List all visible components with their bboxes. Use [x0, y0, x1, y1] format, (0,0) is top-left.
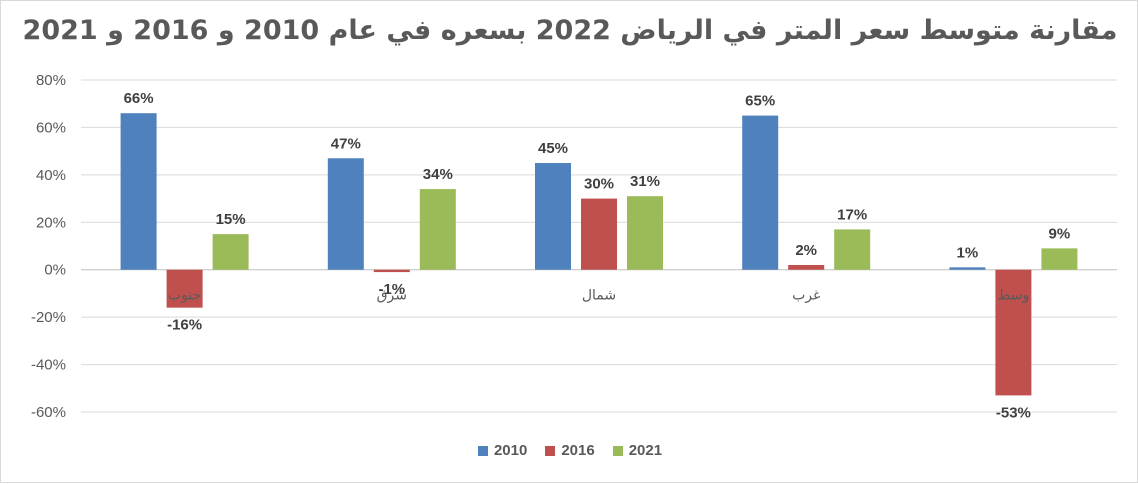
bar-2021-1 — [419, 189, 456, 270]
bar-2016-0 — [166, 269, 203, 308]
legend-label: 2016 — [561, 442, 595, 459]
data-label: 65% — [745, 93, 775, 110]
chart-legend: 2010 2016 2021 — [1, 442, 1138, 459]
bar-2021-3 — [834, 229, 871, 270]
data-label: 1% — [957, 244, 979, 261]
y-tick-label: 40% — [36, 167, 66, 184]
y-tick-label: 60% — [36, 119, 66, 136]
data-label: 34% — [423, 166, 453, 183]
category-label: جنوب — [168, 288, 201, 304]
bar-2021-4 — [1041, 248, 1078, 270]
data-label: 47% — [331, 135, 361, 152]
y-tick-label: 20% — [36, 214, 66, 231]
chart-title: مقارنة متوسط سعر المتر في الرياض 2022 بس… — [22, 15, 1118, 46]
y-tick-label: -40% — [31, 357, 66, 374]
bar-2016-4 — [995, 269, 1032, 396]
category-label: غرب — [792, 288, 820, 304]
legend-item-2016: 2016 — [545, 442, 595, 459]
bar-2010-2 — [535, 163, 571, 270]
legend-label: 2021 — [628, 442, 663, 459]
data-label: 45% — [538, 140, 568, 157]
y-tick-label: -60% — [31, 404, 66, 421]
bar-2016-3 — [788, 264, 825, 270]
data-label: 66% — [124, 90, 154, 107]
y-tick-label: -20% — [31, 309, 66, 326]
bar-2016-1 — [373, 269, 410, 273]
legend-item-2010: 2010 — [477, 442, 528, 459]
bar-2010-0 — [120, 113, 157, 270]
legend-swatch — [545, 445, 556, 456]
bar-2021-0 — [212, 234, 249, 270]
bar-2016-2 — [581, 198, 617, 270]
data-label: 2% — [795, 242, 817, 259]
data-label: 9% — [1049, 225, 1071, 242]
category-label: شرق — [377, 288, 407, 304]
category-label: وسط — [998, 288, 1030, 304]
legend-item-2021: 2021 — [612, 442, 663, 459]
legend-label: 2010 — [493, 442, 528, 459]
legend-swatch — [612, 445, 623, 456]
bar-2010-4 — [949, 267, 986, 270]
bar-2021-2 — [627, 196, 663, 270]
data-label: -16% — [167, 317, 202, 334]
data-label: 17% — [837, 206, 867, 223]
y-tick-label: 0% — [44, 262, 66, 279]
y-tick-label: 80% — [36, 72, 66, 89]
data-label: 31% — [630, 173, 660, 190]
data-label: -53% — [996, 404, 1031, 421]
bar-2010-1 — [327, 158, 364, 270]
data-label: 30% — [584, 176, 614, 193]
data-label: -1% — [378, 281, 405, 298]
data-label: 15% — [216, 211, 246, 228]
legend-swatch — [477, 445, 488, 456]
bar-2010-3 — [742, 115, 779, 270]
category-label: شمال — [582, 288, 616, 304]
